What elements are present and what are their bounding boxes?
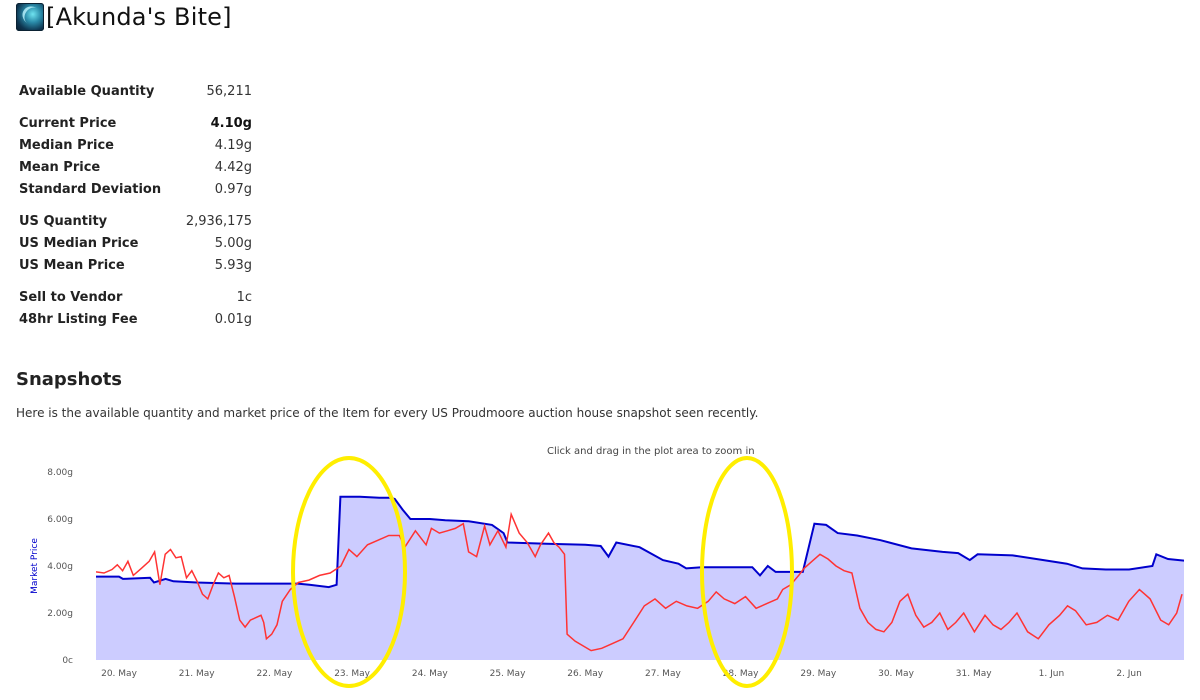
stat-label: Mean Price <box>19 159 101 175</box>
stat-label: Sell to Vendor <box>19 289 123 305</box>
x-tick-label: 22. May <box>257 669 293 679</box>
stat-row-mean-price: Mean Price 4.42g <box>19 156 252 178</box>
y-tick-label: 8.00g <box>47 468 73 478</box>
market-price-area <box>96 496 1184 660</box>
stat-row-us-median-price: US Median Price 5.00g <box>19 232 252 254</box>
stat-value: 2,936,175 <box>185 213 252 229</box>
stat-value: 0.97g <box>214 181 252 197</box>
y-tick-label: 4.00g <box>47 562 73 572</box>
snapshots-description: Here is the available quantity and marke… <box>16 406 759 420</box>
stat-label: US Mean Price <box>19 257 125 273</box>
x-tick-label: 23. May <box>334 669 370 679</box>
item-title-row: [Akunda's Bite] <box>16 1 232 33</box>
stat-value: 5.00g <box>214 235 252 251</box>
akundas-bite-item-icon <box>16 3 44 31</box>
chart-series-group <box>96 495 1184 660</box>
stat-row-us-mean-price: US Mean Price 5.93g <box>19 254 252 276</box>
stat-value: 4.42g <box>214 159 252 175</box>
x-tick-label: 29. May <box>800 669 836 679</box>
y-tick-label: 2.00g <box>47 609 73 619</box>
stat-label: US Quantity <box>19 213 108 229</box>
x-tick-label: 28. May <box>723 669 759 679</box>
stat-label: 48hr Listing Fee <box>19 311 138 327</box>
x-tick-label: 25. May <box>490 669 526 679</box>
stat-label: US Median Price <box>19 235 139 251</box>
chart-zoom-hint: Click and drag in the plot area to zoom … <box>547 446 755 457</box>
x-tick-label: 1. Jun <box>1039 669 1065 679</box>
y-tick-label: 6.00g <box>47 515 73 525</box>
stat-value: 5.93g <box>214 257 252 273</box>
x-tick-label: 30. May <box>878 669 914 679</box>
y-tick-label: 0c <box>62 656 73 666</box>
stat-row-median-price: Median Price 4.19g <box>19 134 252 156</box>
chart-plot-area[interactable]: 0c 2.00g 4.00g 6.00g 8.00g Market Price 20. Ma… <box>30 456 1200 688</box>
stat-label: Current Price <box>19 115 117 131</box>
x-tick-label: 2. Jun <box>1116 669 1142 679</box>
stat-value: 4.10g <box>210 115 252 131</box>
x-tick-label: 21. May <box>179 669 215 679</box>
stat-row-listing-fee: 48hr Listing Fee 0.01g <box>19 308 252 330</box>
x-tick-label: 26. May <box>567 669 603 679</box>
stat-row-standard-deviation: Standard Deviation 0.97g <box>19 178 252 200</box>
stat-row-current-price: Current Price 4.10g <box>19 112 252 134</box>
stat-label: Median Price <box>19 137 114 153</box>
stat-value: 4.19g <box>214 137 252 153</box>
quantity-line <box>96 511 1183 652</box>
stat-value: 56,211 <box>206 83 253 99</box>
market-price-line <box>96 495 1184 589</box>
x-tick-label: 27. May <box>645 669 681 679</box>
annotation-ellipse <box>700 456 794 688</box>
stat-row-available-quantity: Available Quantity 56,211 <box>19 80 252 102</box>
x-tick-label: 31. May <box>956 669 992 679</box>
price-chart[interactable]: 0c 2.00g 4.00g 6.00g 8.00g Market Price 20. Ma… <box>0 455 1200 700</box>
x-tick-label: 20. May <box>101 669 137 679</box>
annotation-ellipse <box>291 456 407 688</box>
stat-row-us-quantity: US Quantity 2,936,175 <box>19 210 252 232</box>
stat-label: Standard Deviation <box>19 181 162 197</box>
snapshots-heading: Snapshots <box>16 369 123 390</box>
item-title: [Akunda's Bite] <box>46 3 232 31</box>
stat-value: 0.01g <box>214 311 252 327</box>
x-tick-label: 24. May <box>412 669 448 679</box>
item-stats-table: Available Quantity 56,211 Current Price … <box>19 80 252 330</box>
y-axis-label: Market Price <box>30 538 40 594</box>
stat-value: 1c <box>236 289 252 305</box>
stat-label: Available Quantity <box>19 83 155 99</box>
stat-row-sell-to-vendor: Sell to Vendor 1c <box>19 286 252 308</box>
